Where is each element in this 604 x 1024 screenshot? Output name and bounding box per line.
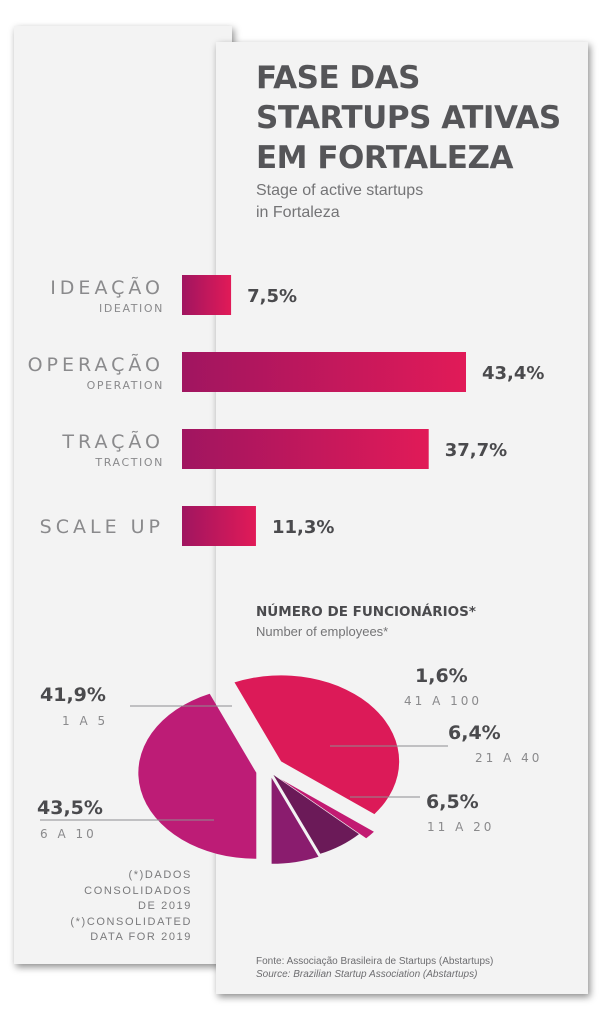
title-line: STARTUPS ATIVAS (256, 100, 561, 136)
bar-value-label: 43,4% (482, 363, 544, 384)
bar-category-label: SCALE UP (40, 516, 164, 538)
pie-category-label: 21 A 40 (475, 751, 542, 765)
pie-value-label: 6,4% (448, 722, 501, 744)
pie-slice (234, 675, 400, 815)
subtitle-line: in Fortaleza (256, 204, 340, 221)
bar (182, 429, 429, 469)
bar-category-label: TRAÇÃO (61, 430, 164, 453)
bar-category-label-en: TRACTION (94, 456, 164, 469)
pie-category-label: 1 A 5 (62, 714, 108, 728)
footnote: (*)DADOS CONSOLIDADOS DE 2019 (*)CONSOLI… (22, 868, 192, 946)
source-credit: Fonte: Associação Brasileira de Startups… (256, 955, 493, 981)
pie-value-label: 43,5% (37, 797, 103, 819)
chart-subtitle: Stage of active startups in Fortaleza (256, 180, 556, 224)
pie-slice (273, 774, 359, 854)
pie-category-label: 6 A 10 (40, 827, 97, 841)
bar (182, 506, 256, 546)
bar-category-label-en: OPERATION (87, 379, 164, 392)
footnote-line: DE 2019 (137, 900, 192, 912)
title-line: FASE DAS (256, 60, 420, 96)
chart-title: FASE DAS STARTUPS ATIVAS EM FORTALEZA (256, 58, 576, 178)
bar-category-label: OPERAÇÃO (28, 353, 164, 376)
footnote-line: CONSOLIDADOS (84, 884, 192, 897)
bar (182, 352, 466, 392)
pie-category-label: 41 A 100 (404, 694, 482, 708)
title-line: EM FORTALEZA (256, 140, 513, 176)
source-pt: Fonte: Associação Brasileira de Startups… (256, 956, 494, 967)
bar-value-label: 7,5% (247, 286, 297, 307)
pie-value-label: 6,5% (426, 791, 479, 813)
footnote-line: DATA FOR 2019 (90, 931, 192, 943)
pie-value-label: 1,6% (415, 665, 468, 687)
bar-category-label: IDEAÇÃO (50, 276, 164, 299)
bar (182, 275, 232, 315)
subtitle-line: Stage of active startups (256, 182, 424, 199)
stage-bar-chart: IDEAÇÃO IDEATION 7,5% OPERAÇÃO OPERATION 43,4… (28, 275, 544, 546)
pie-value-label: 41,9% (40, 684, 106, 706)
bar-value-label: 37,7% (445, 440, 507, 461)
bar-value-label: 11,3% (272, 517, 334, 538)
bar-category-label-en: IDEATION (99, 302, 164, 315)
pie-slice (280, 779, 374, 839)
pie-category-label: 11 A 20 (427, 820, 494, 834)
pie-slice (271, 777, 319, 864)
footnote-line: (*)CONSOLIDATED (70, 915, 192, 928)
source-en: Source: Brazilian Startup Association (A… (256, 969, 478, 980)
footnote-line: (*)DADOS (128, 869, 192, 881)
pie-slice (138, 693, 257, 859)
employees-title: NÚMERO DE FUNCIONÁRIOS* (256, 604, 476, 620)
employees-subtitle: Number of employees* (256, 624, 389, 639)
